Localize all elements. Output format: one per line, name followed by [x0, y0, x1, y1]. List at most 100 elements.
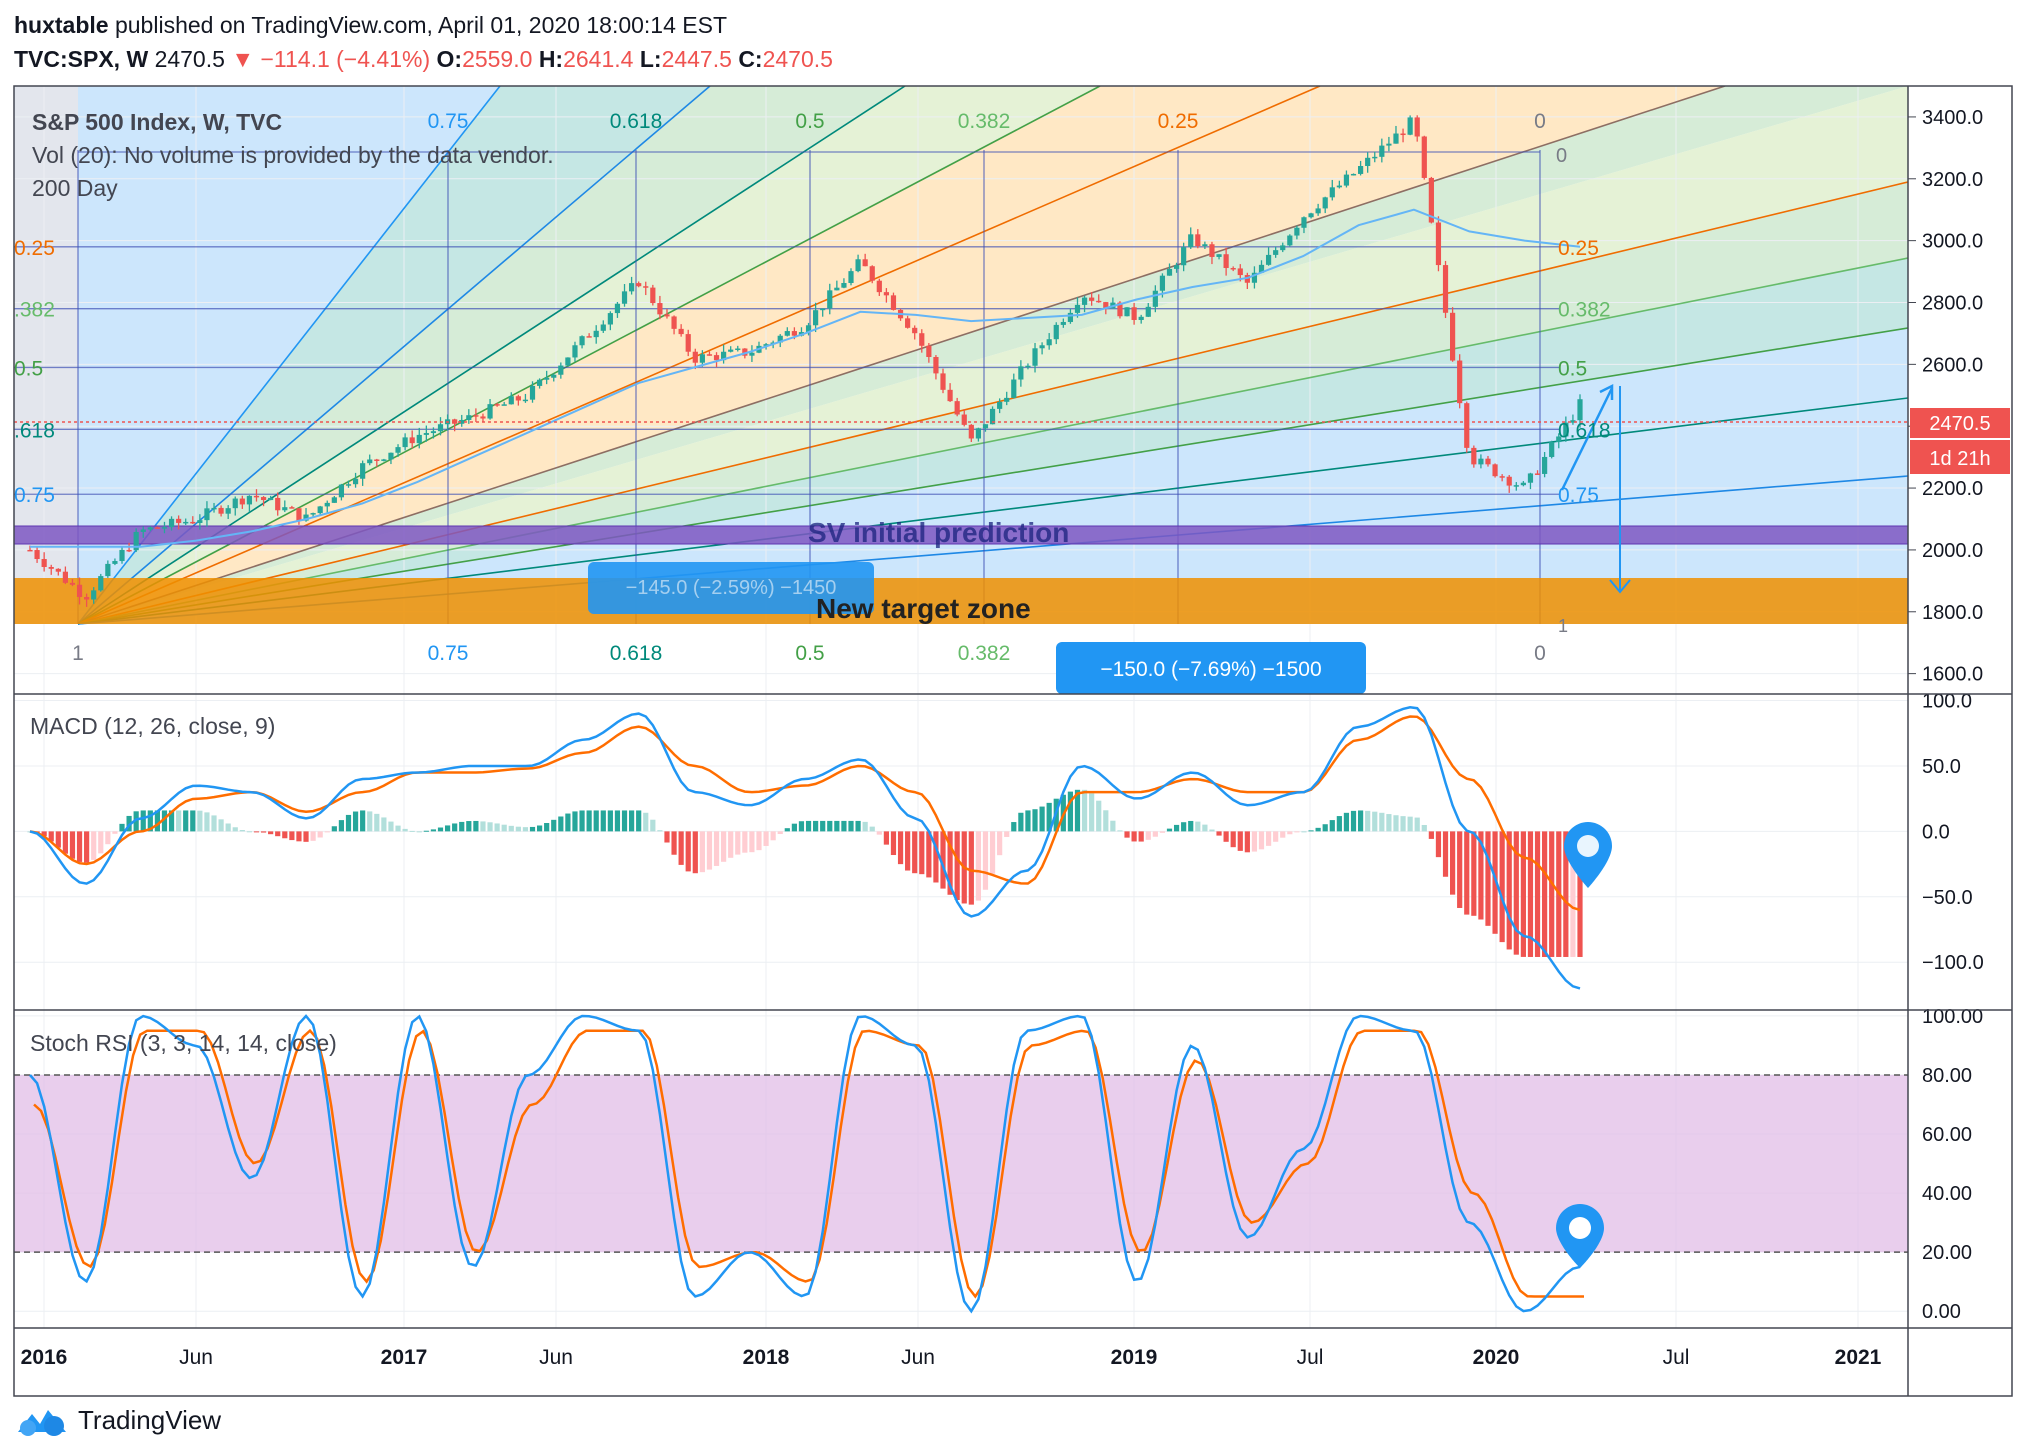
legend-volume[interactable]: Vol (20): No volume is provided by the d…	[32, 142, 554, 168]
macd-bar	[522, 827, 529, 832]
macd-bar	[933, 831, 939, 883]
macd-bar	[586, 810, 592, 832]
macd-bar	[713, 831, 720, 866]
bottom-fan-label: 0.382	[958, 642, 1011, 665]
candle-body	[48, 566, 54, 569]
price-tick: 3200.0	[1922, 169, 1983, 191]
macd-bar	[1124, 831, 1130, 838]
price-tick: 3000.0	[1922, 231, 1983, 253]
bottom-fan-label: 1	[72, 642, 84, 665]
candle-body	[168, 518, 175, 528]
right-fib-label: 0.25	[1558, 237, 1599, 260]
candle-body	[692, 351, 698, 363]
level-label: .618	[14, 419, 55, 442]
candle-body	[84, 597, 90, 600]
stoch-tick: 40.00	[1922, 1183, 1972, 1205]
candle-body	[1089, 297, 1095, 301]
measure-label-top: −145.0 (−2.59%) −1450	[626, 577, 837, 599]
macd-bar	[515, 826, 521, 832]
macd-bar	[324, 831, 330, 833]
macd-bar	[784, 828, 790, 832]
main-pane[interactable]: −145.0 (−2.59%) −1450 SV initial predict…	[13, 86, 2010, 1328]
candle-body	[989, 408, 996, 425]
macd-bar	[968, 831, 974, 905]
macd-bar	[1549, 831, 1555, 957]
macd-legend[interactable]: MACD (12, 26, close, 9)	[30, 713, 275, 739]
candle-body	[1025, 365, 1031, 368]
macd-bar	[1145, 831, 1151, 840]
macd-bar	[614, 810, 621, 832]
macd-marker-icon[interactable]	[1564, 822, 1612, 888]
stoch-pane[interactable]: Stoch RSI (3, 3, 14, 14, close) 100.00 80…	[14, 1006, 1983, 1323]
price-axis[interactable]: 3400.03200.03000.02800.02600.02400.02200…	[1908, 107, 1983, 686]
candle-body	[76, 584, 83, 598]
macd-bar	[268, 831, 274, 835]
candle-body	[41, 559, 47, 567]
candle-body	[140, 529, 146, 532]
macd-bar	[664, 831, 670, 843]
candle-body	[1145, 306, 1151, 317]
candle-body	[1457, 360, 1463, 404]
macd-bar	[1166, 828, 1173, 832]
countdown-label: 1d 21h	[1929, 448, 1990, 470]
brand-name[interactable]: TradingView	[78, 1404, 222, 1435]
macd-bar	[388, 821, 394, 832]
candle-body	[190, 521, 196, 524]
new-target-zone[interactable]	[14, 578, 1908, 624]
candle-body	[1216, 254, 1222, 257]
macd-bar	[204, 812, 210, 832]
candle-body	[621, 291, 628, 304]
symbol-name[interactable]: TVC:SPX, W	[14, 46, 149, 72]
macd-bar	[402, 828, 408, 832]
macd-bar	[508, 825, 514, 832]
candle-body	[317, 506, 323, 514]
candle-body	[374, 459, 380, 461]
candle-body	[1018, 366, 1024, 380]
publish-date: published on TradingView.com, April 01, …	[114, 12, 728, 38]
macd-bar	[423, 830, 429, 832]
time-tick: Jun	[179, 1346, 213, 1369]
macd-pane[interactable]: MACD (12, 26, close, 9) 100.0 50.0 0.0 −50.…	[14, 691, 1984, 990]
macd-bar	[338, 820, 345, 832]
candle-body	[1428, 177, 1434, 223]
stoch-axis[interactable]: 100.00 80.00 60.00 40.00 20.00 0.00	[1922, 1006, 1983, 1323]
candle-body	[62, 571, 68, 583]
stoch-legend[interactable]: Stoch RSI (3, 3, 14, 14, close)	[30, 1030, 337, 1056]
candle-body	[1421, 136, 1427, 178]
macd-bar	[345, 814, 352, 832]
candle-body	[423, 433, 429, 435]
author-name[interactable]: huxtable	[14, 12, 109, 38]
macd-axis[interactable]: 100.0 50.0 0.0 −50.0 −100.0	[1922, 691, 1984, 975]
candle-body	[1011, 379, 1017, 398]
macd-bar	[834, 820, 840, 832]
macd-bar	[1032, 809, 1038, 832]
macd-bar	[360, 810, 366, 832]
candle-body	[473, 415, 479, 417]
macd-bar	[331, 826, 337, 832]
macd-bar	[735, 831, 741, 855]
candle-body	[593, 330, 599, 338]
legend-symbol[interactable]: S&P 500 Index, W, TVC	[32, 109, 282, 135]
candle-body	[246, 495, 253, 505]
time-tick: Jun	[901, 1346, 935, 1369]
last-price: 2470.5	[154, 46, 225, 72]
measure-box-top[interactable]	[588, 562, 874, 614]
measure-box-bottom[interactable]	[1056, 642, 1366, 694]
macd-bar	[905, 831, 911, 871]
stoch-marker-icon[interactable]	[1556, 1204, 1604, 1268]
candle-body	[1258, 264, 1265, 273]
time-axis[interactable]: 2016 Jun 2017 Jun 2018 Jun 2019 Jul 2020 Jul 2021	[21, 1346, 1882, 1369]
macd-bar	[76, 831, 83, 862]
legend-ma[interactable]: 200 Day	[32, 175, 118, 201]
candle-body	[735, 348, 741, 351]
macd-tick: −100.0	[1922, 952, 1984, 974]
macd-bar	[607, 810, 613, 832]
macd-bar	[1301, 831, 1307, 833]
macd-tick: 50.0	[1922, 756, 1961, 778]
fib-time-lines	[77, 150, 1541, 624]
open-value: 2559.0	[462, 46, 533, 72]
tradingview-logo-icon[interactable]	[14, 1404, 70, 1436]
macd-bar	[1287, 831, 1293, 835]
macd-bar	[41, 831, 47, 837]
